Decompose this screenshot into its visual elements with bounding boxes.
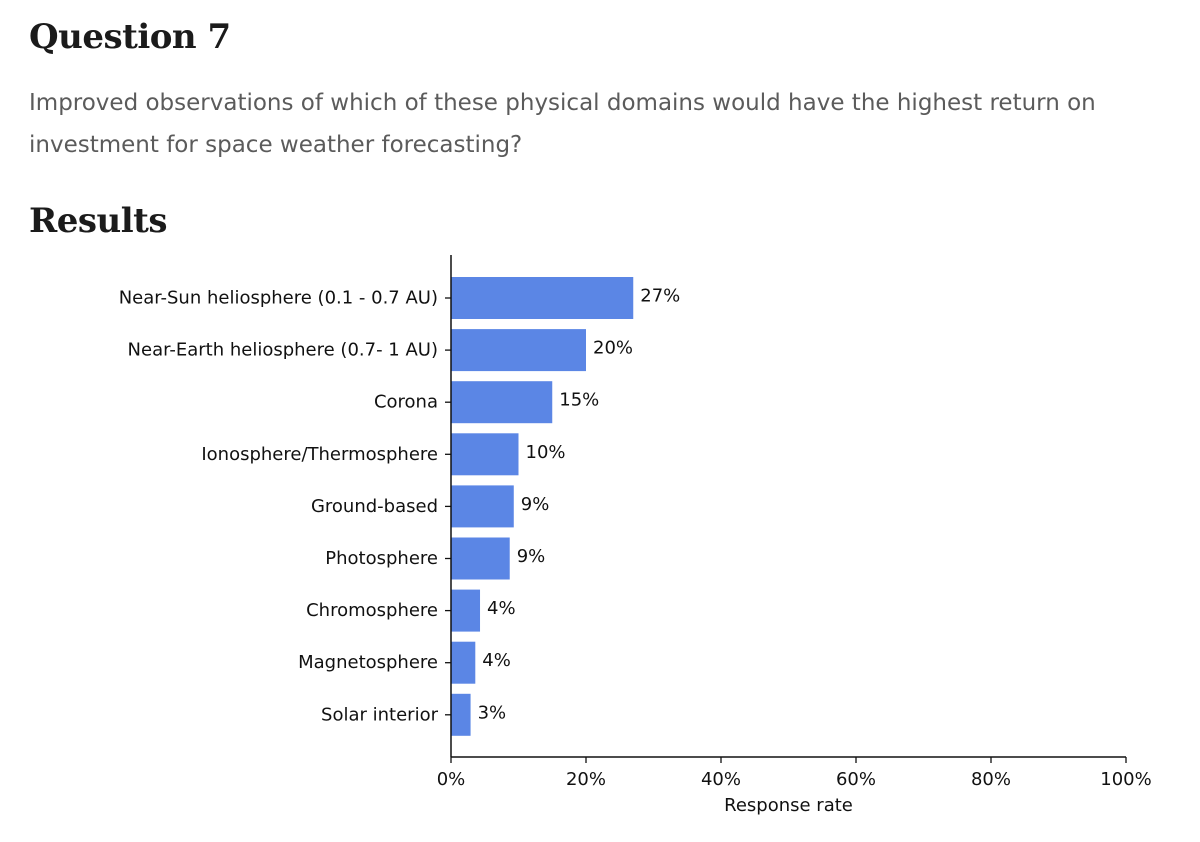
bar <box>451 537 510 580</box>
bar <box>451 589 481 632</box>
category-label: Photosphere <box>325 548 438 569</box>
category-label: Chromosphere <box>306 600 438 621</box>
category-label: Near-Sun heliosphere (0.1 - 0.7 AU) <box>119 288 438 309</box>
x-tick-label: 0% <box>437 769 466 790</box>
question-text: Improved observations of which of these … <box>29 90 1096 158</box>
question-title: Question 7 <box>29 17 231 57</box>
x-tick-label: 60% <box>836 769 876 790</box>
x-tick-label: 80% <box>971 769 1011 790</box>
category-label: Ground-based <box>311 496 438 517</box>
data-label: 20% <box>593 338 633 359</box>
category-label: Solar interior <box>321 704 439 725</box>
category-label: Magnetosphere <box>298 652 438 673</box>
data-label: 4% <box>487 598 516 619</box>
data-label: 3% <box>478 702 507 723</box>
category-label: Ionosphere/Thermosphere <box>201 444 438 465</box>
bar <box>451 329 586 372</box>
results-title: Results <box>29 201 168 241</box>
bar <box>451 381 553 424</box>
data-label: 15% <box>559 390 599 411</box>
bar <box>451 485 514 528</box>
data-label: 4% <box>482 650 511 671</box>
category-label: Corona <box>374 392 438 413</box>
data-label: 10% <box>526 442 566 463</box>
data-label: 9% <box>517 546 546 567</box>
x-tick-label: 100% <box>1100 769 1151 790</box>
data-label: 9% <box>521 494 550 515</box>
data-label: 27% <box>640 286 680 307</box>
x-tick-label: 20% <box>566 769 606 790</box>
bar <box>451 641 476 684</box>
x-axis-label: Response rate <box>724 795 853 816</box>
bar <box>451 693 471 736</box>
x-tick-label: 40% <box>701 769 741 790</box>
category-label: Near-Earth heliosphere (0.7- 1 AU) <box>128 340 438 361</box>
bar <box>451 277 634 319</box>
bar <box>451 433 519 476</box>
